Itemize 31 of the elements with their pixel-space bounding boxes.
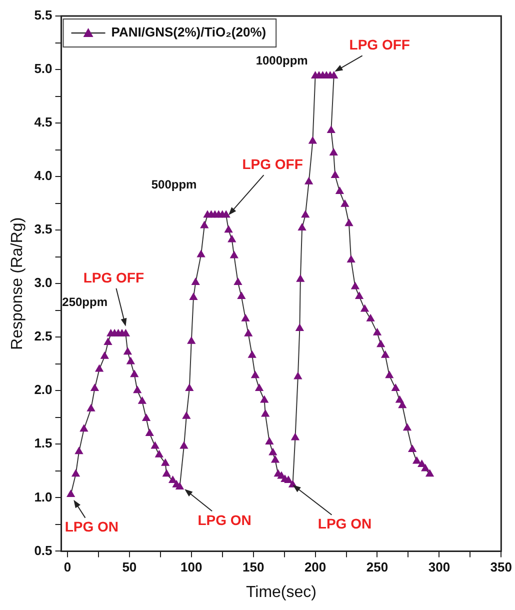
annotation: LPG OFF xyxy=(242,156,304,172)
y-tick-label: 5.5 xyxy=(34,8,52,23)
x-tick-label: 300 xyxy=(428,560,450,575)
annotation: LPG ON xyxy=(318,516,372,532)
x-tick-label: 100 xyxy=(180,560,202,575)
y-tick-label: 2.5 xyxy=(34,328,52,344)
x-tick-label: 200 xyxy=(304,560,326,575)
annotation: LPG ON xyxy=(198,512,252,528)
x-tick-label: 350 xyxy=(490,560,512,575)
y-tick-label: 4.5 xyxy=(34,114,52,130)
annotation: LPG OFF xyxy=(83,269,144,286)
legend-label: PANI/GNS(2%)/TiO₂(20%) xyxy=(111,24,266,40)
x-axis-title: Time(sec) xyxy=(246,584,316,601)
y-tick-label: 5.0 xyxy=(34,61,52,76)
y-tick-label: 1.0 xyxy=(34,489,52,504)
y-axis-title: Response (Ra/Rg) xyxy=(9,217,26,350)
annotation: 250ppm xyxy=(62,295,108,310)
x-tick-label: 250 xyxy=(366,560,388,575)
annotation: LPG OFF xyxy=(349,36,410,53)
y-tick-label: 3.5 xyxy=(34,222,52,237)
y-tick-label: 0.5 xyxy=(34,542,52,558)
x-tick-label: 150 xyxy=(242,560,264,575)
annotation: LPG ON xyxy=(64,518,118,535)
x-tick-label: 0 xyxy=(64,560,72,575)
annotation: 500ppm xyxy=(151,177,197,192)
y-tick-label: 2.0 xyxy=(34,382,52,398)
annotation: 1000ppm xyxy=(256,53,308,68)
y-tick-label: 3.0 xyxy=(34,275,52,290)
y-tick-label: 4.0 xyxy=(34,168,52,184)
y-tick-label: 1.5 xyxy=(34,436,52,451)
x-tick-label: 50 xyxy=(122,560,137,575)
